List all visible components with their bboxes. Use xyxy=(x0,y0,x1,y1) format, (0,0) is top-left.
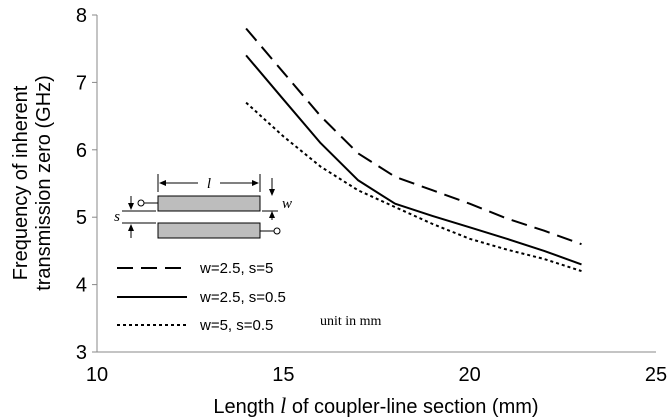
lower-port-circle xyxy=(273,227,281,235)
upper-strip xyxy=(157,195,261,212)
legend-label-1: w=2.5, s=5 xyxy=(199,260,273,277)
x-tick-label: 25 xyxy=(645,364,667,386)
spacing-arrowhead-top xyxy=(128,203,134,210)
y-tick-label: 3 xyxy=(76,342,87,364)
y-tick-label: 4 xyxy=(76,275,87,297)
spacing-label: s xyxy=(114,209,120,225)
lower-strip xyxy=(157,222,261,239)
unit-note: unit in mm xyxy=(320,314,382,329)
legend-label-3: w=5, s=0.5 xyxy=(199,317,273,334)
width-arrowhead-top xyxy=(269,189,275,196)
y-tick-label: 7 xyxy=(76,72,87,94)
spacing-arrowhead-bottom xyxy=(128,224,134,231)
x-tick-label: 10 xyxy=(86,364,108,386)
y-tick-label: 8 xyxy=(76,5,87,27)
length-arrowhead-right xyxy=(252,180,259,186)
y-tick-label: 6 xyxy=(76,140,87,162)
x-axis-title-symbol: l xyxy=(280,393,286,418)
tick-labels: 10 15 20 25 3 4 5 6 7 8 xyxy=(76,5,667,386)
series-line-dashed xyxy=(245,27,582,246)
x-axis-title-pre: Length xyxy=(213,396,280,418)
y-axis-title-line1: Frequency of inherent xyxy=(10,85,32,280)
x-axis-title: Length l of coupler-line section (mm) xyxy=(213,393,538,418)
length-label: l xyxy=(207,176,211,192)
x-tick-label: 15 xyxy=(272,364,294,386)
width-arrowhead-bottom xyxy=(269,211,275,218)
upper-port-circle xyxy=(137,199,145,207)
series-line-dotted xyxy=(245,101,582,273)
legend: w=2.5, s=5 w=2.5, s=0.5 w=5, s=0.5 xyxy=(117,260,286,334)
length-arrowhead-left xyxy=(159,180,166,186)
width-label: w xyxy=(282,196,292,212)
y-axis-title-line2: transmission zero (GHz) xyxy=(33,75,55,291)
y-tick-label: 5 xyxy=(76,207,87,229)
series-line-solid xyxy=(245,54,582,266)
series-lines xyxy=(245,27,582,273)
x-axis-title-post: of coupler-line section (mm) xyxy=(286,396,538,418)
coupler-inset-diagram: l w s xyxy=(114,174,292,239)
legend-label-2: w=2.5, s=0.5 xyxy=(199,289,286,306)
x-tick-label: 20 xyxy=(459,364,481,386)
